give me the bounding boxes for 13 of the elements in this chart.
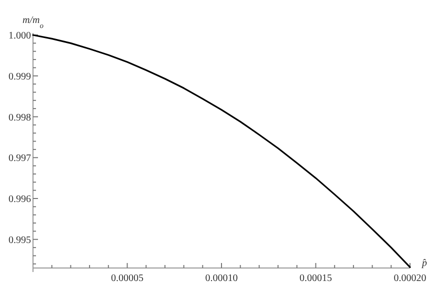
- y-tick-label: 0.997: [8, 153, 31, 164]
- y-tick-label: 0.998: [8, 112, 31, 124]
- y-tick-label: 0.995: [8, 234, 31, 246]
- y-tick-label: 0.999: [8, 71, 31, 82]
- x-tick-label: 0.00015: [300, 273, 332, 284]
- x-axis-title: p̂: [421, 258, 427, 269]
- y-axis-title: m/m$_{o}$: [22, 15, 44, 30]
- y-tick-label: 0.996: [8, 194, 31, 206]
- y-tick-label: 1.000: [8, 30, 31, 42]
- x-tick-label: 0.00020: [394, 273, 426, 284]
- x-tick-label: 0.00005: [111, 273, 144, 284]
- line-series: [32, 34, 411, 268]
- x-tick-label: 0.00010: [205, 273, 238, 284]
